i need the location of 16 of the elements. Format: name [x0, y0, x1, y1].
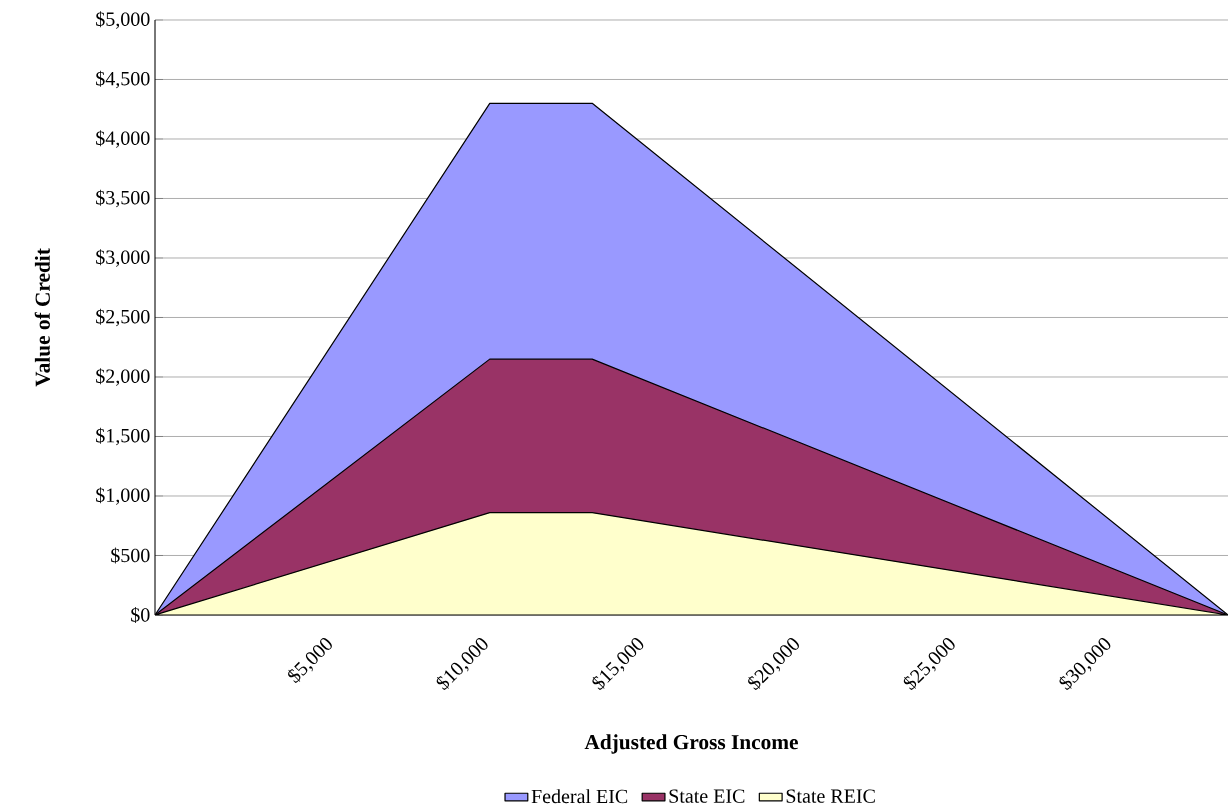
- y-tick-label: $0: [131, 606, 150, 623]
- y-tick-label: $2,000: [96, 368, 150, 386]
- y-axis-title: Value of Credit: [34, 248, 51, 387]
- y-tick-label: $5,000: [96, 11, 150, 29]
- y-tick-label: $1,500: [96, 427, 150, 446]
- legend-label: Federal EIC: [531, 788, 628, 804]
- legend-label: State REIC: [786, 789, 875, 803]
- y-tick-label: $4,000: [96, 130, 150, 148]
- y-tick-label: $500: [111, 547, 150, 564]
- y-tick-label: $1,000: [96, 487, 150, 505]
- y-tick-label: $3,000: [96, 249, 150, 267]
- y-tick-label: $4,500: [96, 70, 150, 89]
- legend-label: State EIC: [669, 789, 745, 803]
- y-tick-label: $2,500: [96, 308, 150, 327]
- x-axis-title: Adjusted Gross Income: [584, 734, 798, 754]
- y-tick-label: $3,500: [96, 189, 150, 208]
